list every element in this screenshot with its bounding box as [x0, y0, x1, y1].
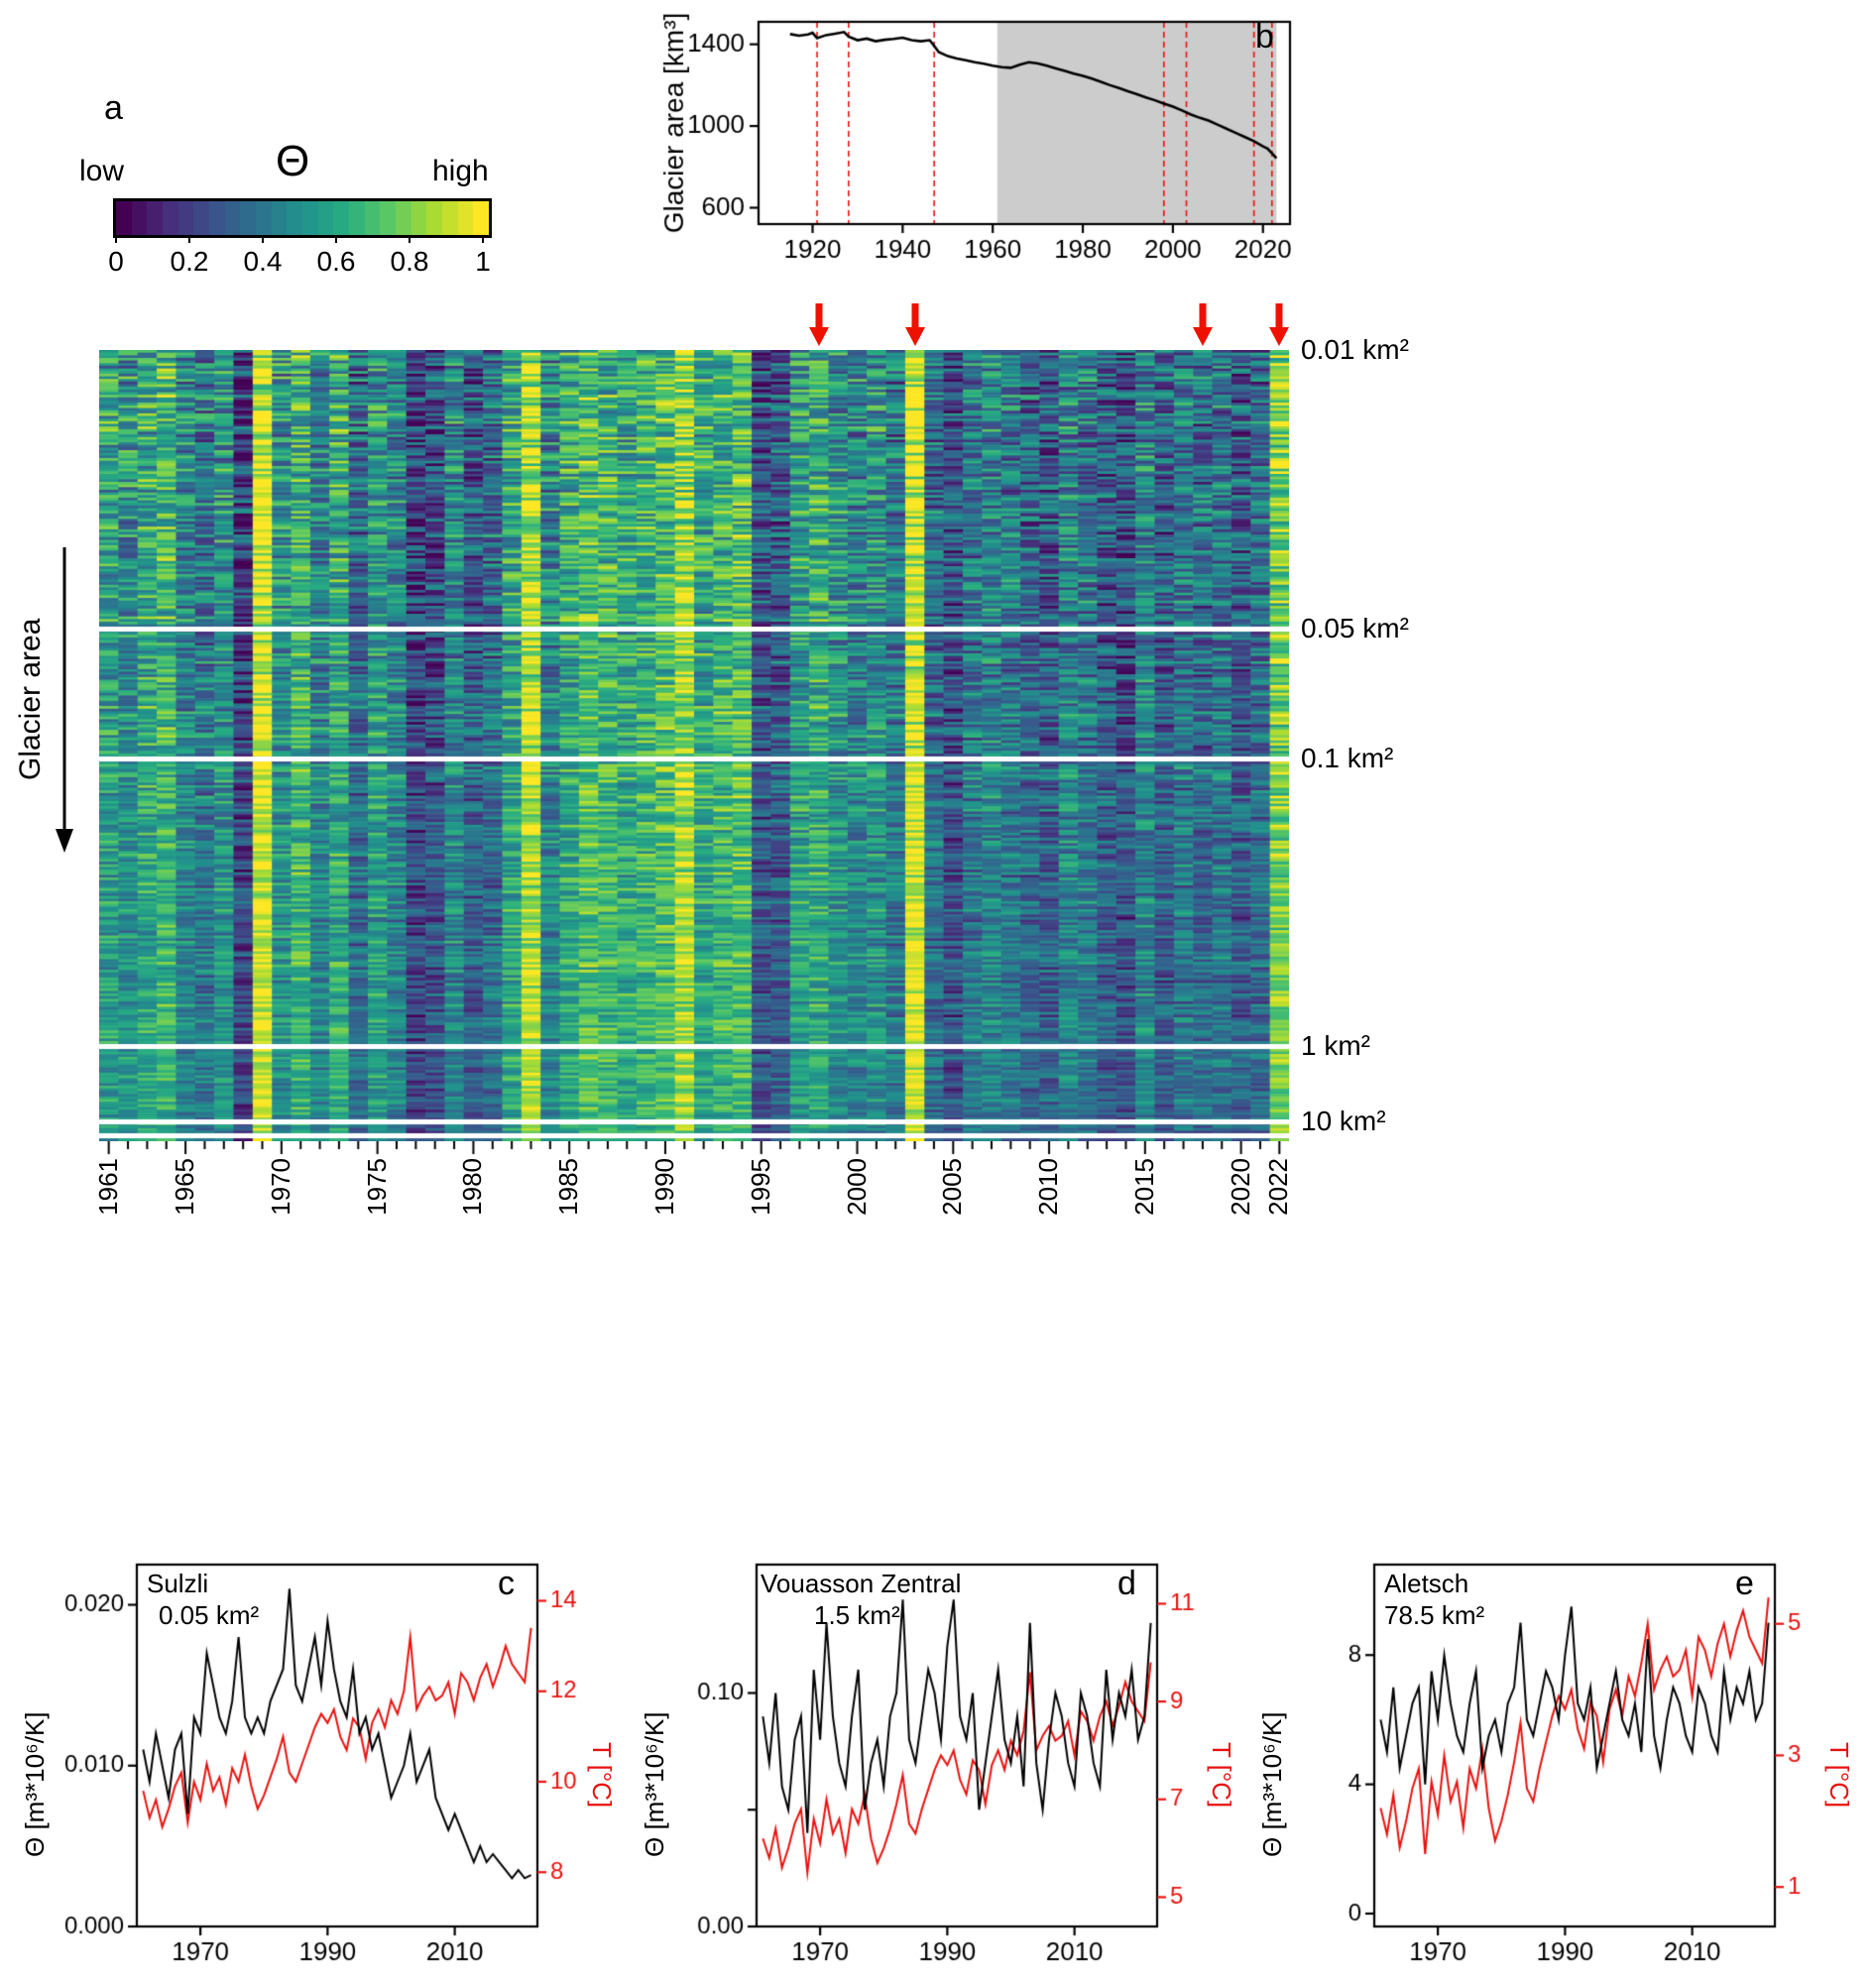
colorbar-segment	[209, 201, 225, 235]
colorbar-tick	[409, 235, 410, 243]
colorbar-segment	[333, 201, 350, 235]
panel-d: Vouasson Zentral 1.5 km² d Θ [m³*10⁶/K] …	[640, 1547, 1244, 1984]
heatmap-canvas	[99, 350, 1289, 1141]
colorbar-segment	[473, 201, 490, 235]
colorbar-segment	[116, 201, 132, 235]
heatmap-xtick-label: 1965	[170, 1158, 200, 1216]
heatmap-xtick-label: 1985	[553, 1158, 584, 1216]
colorbar-segment	[380, 201, 397, 235]
colorbar-low-label: low	[79, 155, 125, 187]
colorbar-tick	[262, 235, 264, 243]
heatmap-xtick-label: 1975	[361, 1158, 392, 1216]
colorbar-segment	[224, 201, 241, 235]
heatmap-xtick-label: 1995	[745, 1158, 775, 1216]
colorbar-segment	[364, 201, 381, 235]
colorbar-segment	[256, 201, 272, 235]
colorbar-tick-label: 0.6	[316, 246, 356, 277]
glacier-area-down-arrow-icon	[56, 547, 73, 853]
panel-d-letter: d	[1117, 1565, 1136, 1602]
heatmap-area-label: 0.05 km²	[1301, 612, 1409, 643]
heatmap-xtick-label: 1980	[457, 1158, 488, 1216]
heatmap-area-label: 0.1 km²	[1301, 742, 1394, 773]
panel-e-right-label: T [°C]	[1824, 1741, 1854, 1809]
colorbar	[113, 198, 492, 238]
panel-e-letter: e	[1735, 1565, 1754, 1602]
colorbar-segment	[317, 201, 334, 235]
panel-c-letter: c	[498, 1565, 515, 1602]
colorbar-segment	[426, 201, 443, 235]
heatmap-area-label: 0.01 km²	[1301, 334, 1409, 365]
panel-c-canvas	[20, 1547, 625, 1984]
panel-d-canvas	[640, 1547, 1244, 1984]
colorbar-tick-label: 0.2	[170, 246, 209, 277]
panel-e-title: Aletsch	[1384, 1569, 1469, 1598]
panel-c-area-label: 0.05 km²	[159, 1600, 260, 1630]
colorbar-tick	[188, 235, 190, 243]
colorbar-segment	[240, 201, 257, 235]
panel-e: Aletsch 78.5 km² e Θ [m³*10⁶/K] T [°C]	[1257, 1547, 1862, 1984]
colorbar-segment	[410, 201, 427, 235]
heatmap-xtick-label: 1990	[648, 1158, 679, 1216]
red-down-arrow-icon	[1269, 303, 1290, 346]
panel-c-right-label: T [°C]	[587, 1741, 617, 1809]
colorbar-tick-label: 0.8	[390, 246, 429, 277]
colorbar-segment	[302, 201, 318, 235]
colorbar-high-label: high	[432, 155, 489, 187]
heatmap-xtick-label: 2000	[841, 1158, 872, 1216]
panel-c-ylabel: Θ [m³*10⁶/K]	[20, 1711, 50, 1858]
heatmap-xtick-label: 1970	[265, 1158, 295, 1216]
panel-e-area-label: 78.5 km²	[1384, 1600, 1485, 1630]
panel-d-right-label: T [°C]	[1207, 1741, 1236, 1809]
red-down-arrow-icon	[808, 303, 829, 346]
heatmap-xtick-label: 2010	[1033, 1158, 1064, 1216]
heatmap-xtick-label: 2020	[1225, 1158, 1255, 1216]
colorbar-segment	[457, 201, 474, 235]
panel-d-ylabel: Θ [m³*10⁶/K]	[640, 1711, 669, 1858]
panel-e-ylabel: Θ [m³*10⁶/K]	[1257, 1711, 1287, 1858]
colorbar-segment	[271, 201, 288, 235]
red-down-arrow-icon	[904, 303, 925, 346]
panel-d-title: Vouasson Zentral	[761, 1569, 962, 1598]
colorbar-segment	[349, 201, 365, 235]
heatmap-area-label: 1 km²	[1301, 1030, 1370, 1062]
heatmap-area-label: 10 km²	[1301, 1106, 1386, 1137]
colorbar-tick-label: 1	[475, 246, 491, 277]
colorbar-segment	[396, 201, 411, 235]
colorbar-segment	[147, 201, 164, 235]
colorbar-segment	[177, 201, 194, 235]
heatmap-xtick-label: 2022	[1263, 1158, 1294, 1216]
colorbar-tick-label: 0	[108, 246, 124, 277]
red-down-arrow-icon	[1192, 303, 1213, 346]
panel-c: Sulzli 0.05 km² c Θ [m³*10⁶/K] T [°C]	[20, 1547, 625, 1984]
panel-b-letter: b	[1255, 18, 1274, 56]
colorbar-segment	[131, 201, 148, 235]
colorbar-tick	[115, 235, 117, 243]
panel-d-area-label: 1.5 km²	[814, 1600, 900, 1630]
panel-a-letter: a	[104, 89, 123, 127]
heatmap-xtick-label: 2005	[937, 1158, 968, 1216]
heatmap-xtick-label: 2015	[1128, 1158, 1159, 1216]
colorbar-title: Θ	[276, 137, 310, 185]
colorbar-tick	[482, 235, 484, 243]
colorbar-segment	[442, 201, 458, 235]
colorbar-segment	[163, 201, 178, 235]
heatmap-xaxis-canvas	[99, 1141, 1289, 1155]
colorbar-segment	[193, 201, 210, 235]
heatmap-xtick-label: 1961	[92, 1158, 123, 1216]
colorbar-tick	[335, 235, 337, 243]
panel-e-canvas	[1257, 1547, 1862, 1984]
heatmap-ylabel: Glacier area	[14, 618, 47, 780]
colorbar-segment	[287, 201, 303, 235]
colorbar-tick-label: 0.4	[243, 246, 283, 277]
panel-c-title: Sulzli	[147, 1569, 209, 1598]
glacier-area-chart-canvas	[649, 8, 1304, 276]
